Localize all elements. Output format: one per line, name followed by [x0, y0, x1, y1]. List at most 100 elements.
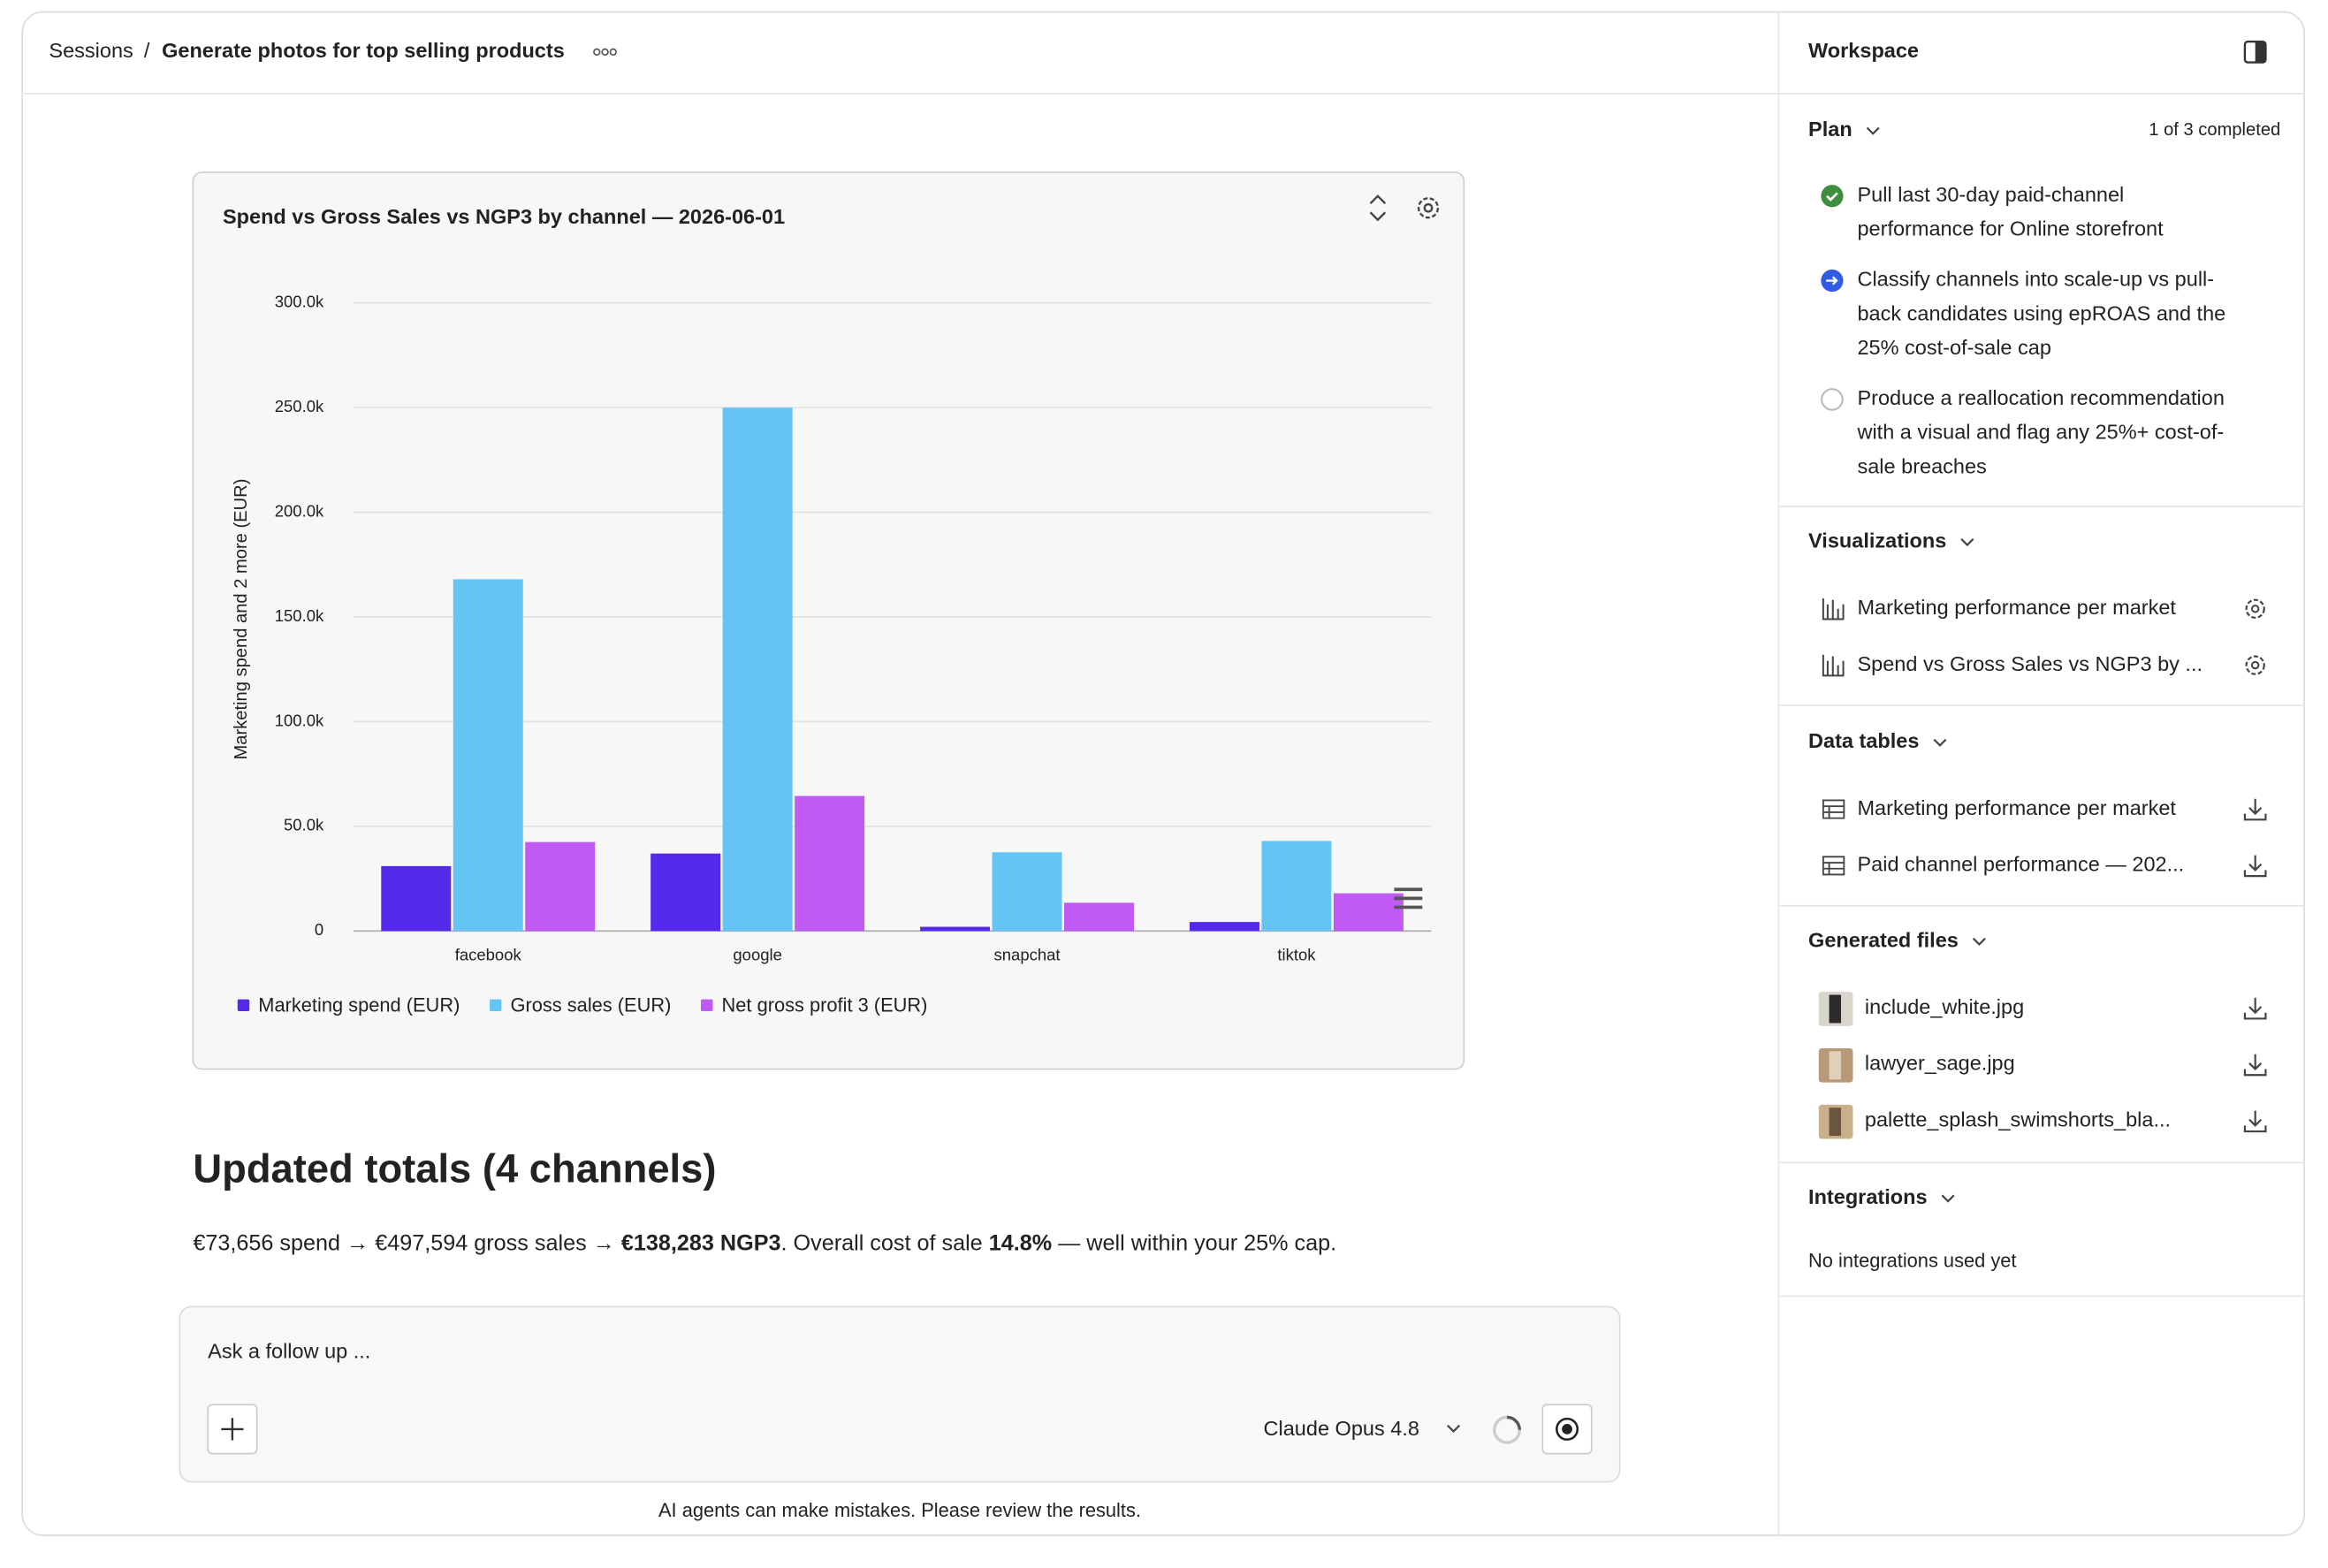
collapse-icon[interactable] — [1866, 126, 1880, 135]
legend-label[interactable]: Gross sales (EUR) — [510, 994, 671, 1016]
section-heading[interactable]: Generated files — [1808, 928, 1959, 951]
settings-icon-center — [2250, 660, 2260, 670]
status-pending-icon — [1821, 388, 1844, 411]
table-icon — [1822, 799, 1845, 819]
bar — [1333, 893, 1404, 932]
section-heading[interactable]: Data tables — [1808, 729, 1919, 752]
plan-item-text: 25% cost-of-sale cap — [1857, 336, 2050, 359]
session-title: Generate photos for top selling products — [162, 39, 565, 62]
loading-spinner-arc — [1506, 1415, 1522, 1430]
collapse-icon[interactable] — [1972, 937, 1986, 946]
settings-icon[interactable] — [2245, 655, 2265, 675]
chart-icon — [1822, 654, 1845, 677]
collapse-icon[interactable] — [1960, 538, 1974, 547]
x-tick-label: facebook — [455, 946, 522, 964]
bar — [722, 407, 793, 932]
plan-item-text: Pull last 30-day paid-channel — [1857, 183, 2124, 206]
composer-input[interactable]: Ask a follow up ... — [208, 1340, 370, 1363]
bar — [525, 841, 596, 932]
y-tick-label: 0 — [315, 920, 323, 939]
plan-item-text: back candidates using epROAS and the — [1857, 301, 2225, 324]
section-heading: Updated totals (4 channels) — [193, 1146, 716, 1191]
chart-menu-button[interactable] — [1394, 887, 1423, 910]
x-tick-label: snapchat — [994, 946, 1061, 964]
expand-button[interactable] — [1369, 194, 1387, 222]
legend-label[interactable]: Marketing spend (EUR) — [258, 994, 460, 1016]
y-tick-label: 150.0k — [275, 606, 324, 625]
toggle-sidebar-button[interactable] — [2243, 40, 2267, 64]
download-button[interactable] — [2243, 1110, 2267, 1133]
y-tick-label: 100.0k — [275, 711, 324, 729]
y-tick-label: 250.0k — [275, 397, 324, 415]
model-dropdown-icon[interactable] — [1447, 1424, 1461, 1433]
file-item[interactable]: lawyer_sage.jpg — [1865, 1052, 2015, 1075]
summary-emphasis: €138,283 NGP3 — [621, 1230, 781, 1255]
bar — [1261, 841, 1332, 932]
file-item[interactable]: palette_splash_swimshorts_bla... — [1865, 1108, 2171, 1131]
plan-item-text: with a visual and flag any 25%+ cost-of- — [1856, 421, 2224, 444]
bar — [1064, 902, 1134, 932]
data-table-item[interactable]: Marketing performance per market — [1857, 796, 2176, 819]
legend-label[interactable]: Net gross profit 3 (EUR) — [722, 994, 928, 1016]
model-selector[interactable]: Claude Opus 4.8 — [1264, 1417, 1419, 1440]
plan-progress: 1 of 3 completed — [2149, 120, 2280, 140]
collapse-icon[interactable] — [1941, 1194, 1955, 1203]
y-axis-label: Marketing spend and 2 more (EUR) — [232, 479, 251, 760]
visualization-item[interactable]: Marketing performance per market — [1857, 596, 2176, 619]
data-table-item[interactable]: Paid channel performance — 202... — [1857, 853, 2184, 876]
visualization-item[interactable]: Spend vs Gross Sales vs NGP3 by ... — [1857, 652, 2202, 675]
status-done-icon — [1821, 185, 1844, 208]
summary-text: €73,656 spend → €497,594 gross sales → — [193, 1230, 620, 1255]
settings-icon-center — [2250, 605, 2260, 613]
download-button[interactable] — [2243, 997, 2267, 1020]
plan-item-text: sale breaches — [1857, 454, 1986, 477]
bar — [795, 795, 865, 932]
settings-icon[interactable] — [2245, 598, 2265, 619]
bar — [920, 926, 991, 932]
chart-icon — [1822, 598, 1845, 620]
bar — [381, 865, 452, 932]
table-icon — [1822, 856, 1845, 876]
y-tick-label: 300.0k — [275, 293, 324, 311]
plan-item-text: Produce a reallocation recommendation — [1857, 386, 2224, 409]
y-tick-label: 50.0k — [284, 816, 324, 834]
section-heading[interactable]: Plan — [1808, 118, 1853, 141]
integrations-empty: No integrations used yet — [1808, 1250, 2016, 1272]
attach-button[interactable] — [207, 1404, 258, 1455]
status-arrow — [1826, 276, 1838, 285]
legend-swatch — [489, 999, 502, 1012]
file-thumbnail-detail — [1829, 994, 1842, 1024]
legend-swatch — [701, 999, 713, 1012]
bar — [453, 579, 523, 932]
collapse-icon[interactable] — [1933, 738, 1947, 747]
download-button[interactable] — [2243, 1054, 2267, 1077]
stop-button[interactable] — [1541, 1404, 1593, 1455]
summary-text: — well within your 25% cap. — [1052, 1230, 1336, 1255]
section-heading[interactable]: Integrations — [1808, 1185, 1927, 1208]
chart-title: Spend vs Gross Sales vs NGP3 by channel … — [223, 205, 785, 228]
file-thumbnail-detail — [1829, 1051, 1842, 1080]
section-heading[interactable]: Visualizations — [1808, 529, 1946, 552]
x-tick-label: google — [733, 946, 781, 964]
summary-emphasis: 14.8% — [989, 1230, 1052, 1255]
chart-settings-button[interactable] — [1417, 197, 1440, 219]
breadcrumb-link[interactable]: Sessions — [49, 39, 133, 62]
sidebar-title: Workspace — [1808, 39, 1919, 62]
status-check — [1826, 192, 1838, 202]
plan-item-text: performance for Online storefront — [1857, 217, 2164, 240]
bar — [650, 853, 721, 932]
summary: €73,656 spend → €497,594 gross sales → €… — [193, 1230, 1336, 1255]
download-button[interactable] — [2243, 798, 2267, 821]
summary-text: . Overall cost of sale — [781, 1230, 989, 1255]
disclaimer: AI agents can make mistakes. Please revi… — [658, 1499, 1141, 1521]
chart-card — [192, 171, 1465, 1070]
file-item[interactable]: include_white.jpg — [1865, 995, 2024, 1018]
more-button[interactable] — [593, 48, 617, 57]
composer — [179, 1305, 1621, 1483]
breadcrumb-separator: / — [144, 39, 150, 62]
x-tick-label: tiktok — [1277, 946, 1316, 964]
file-thumbnail-detail — [1829, 1107, 1842, 1137]
bar — [992, 852, 1062, 932]
download-button[interactable] — [2243, 855, 2267, 878]
